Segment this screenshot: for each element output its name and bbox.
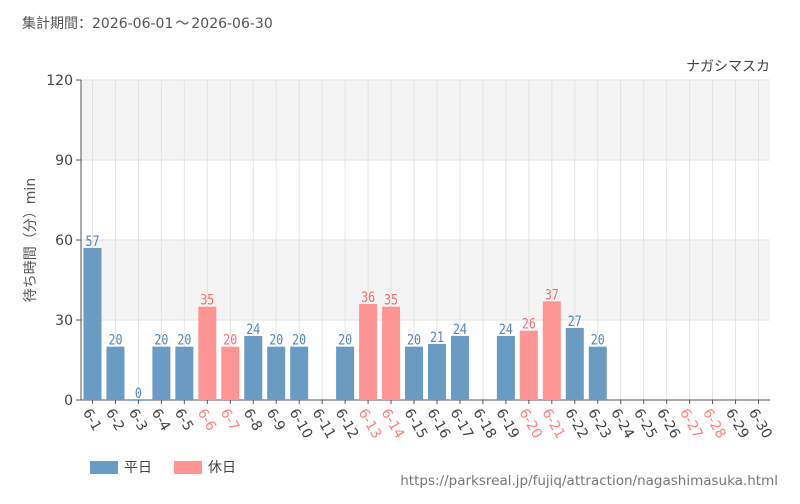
bar: [588, 346, 607, 400]
legend-item-holiday: 休日: [174, 457, 236, 477]
plot-band: [81, 240, 770, 320]
bar-value-label: 57: [85, 234, 99, 250]
bar-value-label: 20: [407, 333, 421, 349]
bar-value-label: 20: [269, 333, 283, 349]
legend-label-weekday: 平日: [124, 460, 152, 476]
bar: [359, 304, 378, 400]
bar-value-label: 24: [453, 322, 467, 338]
bar: [152, 346, 171, 400]
chart-legend: 平日 休日: [90, 457, 236, 477]
x-tick-label: 6-26: [653, 406, 683, 442]
legend-swatch-weekday: [90, 460, 118, 474]
bar: [267, 346, 286, 400]
y-tick-label: 60: [55, 233, 73, 249]
x-tick-label: 6-24: [607, 406, 637, 442]
bar-value-label: 20: [338, 333, 352, 349]
bar-value-label: 27: [568, 314, 582, 330]
x-tick-label: 6-17: [446, 406, 476, 442]
bar: [542, 301, 561, 400]
bar-value-label: 36: [361, 290, 375, 306]
plot-band: [81, 80, 770, 160]
x-tick-label: 6-25: [630, 406, 660, 442]
bar-value-label: 20: [177, 333, 191, 349]
bar-value-label: 20: [292, 333, 306, 349]
x-tick-label: 6-6: [194, 406, 219, 434]
bar-value-label: 24: [246, 322, 260, 338]
x-tick-label: 6-30: [745, 406, 775, 442]
source-url: https://parksreal.jp/fujiq/attraction/na…: [400, 473, 778, 489]
bar-value-label: 20: [591, 333, 605, 349]
x-tick-label: 6-12: [332, 406, 362, 442]
bar: [450, 336, 469, 400]
x-tick-label: 6-14: [378, 406, 408, 442]
bar: [405, 346, 424, 400]
y-tick-label: 90: [55, 153, 73, 169]
x-tick-label: 6-29: [722, 406, 752, 442]
bar-value-label: 37: [545, 287, 559, 303]
period-start: 2026-06-01: [92, 16, 174, 32]
x-tick-label: 6-4: [148, 406, 173, 434]
legend-item-weekday: 平日: [90, 457, 152, 477]
x-tick-label: 6-11: [309, 406, 339, 442]
y-tick-label: 30: [55, 313, 73, 329]
x-tick-label: 6-13: [355, 406, 385, 442]
chart-title: ナガシマスカ: [686, 59, 770, 75]
period-label: 集計期間：: [22, 16, 92, 32]
x-tick-label: 6-16: [424, 406, 454, 442]
bar-value-label: 26: [522, 317, 536, 333]
y-tick-label: 0: [64, 393, 73, 409]
bar: [244, 336, 263, 400]
bar: [382, 306, 401, 400]
bar: [565, 328, 584, 400]
x-tick-label: 6-2: [102, 406, 127, 434]
x-tick-label: 6-22: [561, 406, 591, 442]
x-tick-label: 6-15: [401, 406, 431, 442]
x-tick-label: 6-3: [125, 406, 150, 434]
period-range-separator: 〜: [175, 16, 190, 32]
collection-period: 集計期間：2026-06-01 〜 2026-06-30: [22, 13, 273, 33]
x-tick-label: 6-10: [286, 406, 316, 442]
bar: [290, 346, 309, 400]
bar-value-label: 24: [499, 322, 513, 338]
bar: [519, 330, 538, 400]
bar: [336, 346, 355, 400]
bar: [427, 344, 446, 400]
x-tick-label: 6-18: [469, 406, 499, 442]
bar: [221, 346, 240, 400]
bar: [175, 346, 194, 400]
period-end: 2026-06-30: [191, 16, 273, 32]
bar: [83, 248, 102, 400]
bar: [198, 306, 217, 400]
bar-value-label: 20: [154, 333, 168, 349]
y-tick-label: 120: [46, 73, 73, 89]
x-tick-label: 6-8: [240, 406, 265, 434]
bar-value-label: 20: [108, 333, 122, 349]
x-tick-label: 6-28: [699, 406, 729, 442]
x-tick-label: 6-23: [584, 406, 614, 442]
bar-value-label: 35: [384, 293, 398, 309]
x-tick-label: 6-5: [171, 406, 196, 434]
bar-value-label: 0: [135, 386, 142, 402]
legend-label-holiday: 休日: [208, 460, 236, 476]
x-tick-label: 6-27: [676, 406, 706, 442]
x-tick-label: 6-7: [217, 406, 242, 434]
x-tick-label: 6-19: [492, 406, 522, 442]
y-axis-title: 待ち時間（分）min: [23, 178, 39, 302]
bar-value-label: 20: [223, 333, 237, 349]
legend-swatch-holiday: [174, 460, 202, 474]
bar-value-label: 35: [200, 293, 214, 309]
x-tick-label: 6-1: [79, 406, 104, 434]
x-tick-label: 6-20: [515, 406, 545, 442]
bar: [496, 336, 515, 400]
bar: [106, 346, 125, 400]
x-tick-label: 6-21: [538, 406, 568, 442]
x-tick-label: 6-9: [263, 406, 288, 434]
bar-value-label: 21: [430, 330, 444, 346]
